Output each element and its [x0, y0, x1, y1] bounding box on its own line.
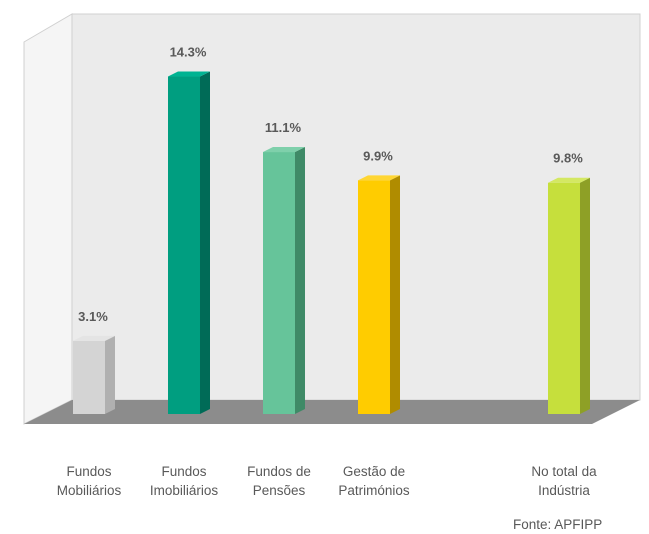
- category-label: No total da Indústria: [509, 462, 619, 500]
- data-label: 9.8%: [553, 151, 583, 166]
- bar-top: [168, 71, 210, 77]
- data-label: 14.3%: [170, 45, 207, 60]
- bar-top: [263, 147, 305, 153]
- bar-side: [580, 177, 590, 414]
- category-label: Fundos de Pensões: [224, 462, 334, 500]
- bar-side: [295, 147, 305, 415]
- source-note: Fonte: APFIPP: [513, 517, 603, 532]
- bar-front: [73, 340, 105, 414]
- category-label: Fundos Imobiliários: [129, 462, 239, 500]
- bar-top: [73, 335, 115, 341]
- bar-side: [105, 335, 115, 414]
- category-label-line: Gestão de: [342, 464, 406, 479]
- category-label-line: Pensões: [252, 483, 306, 498]
- bar-front: [263, 152, 295, 415]
- bar-side: [200, 71, 210, 415]
- category-label-line: Imobiliários: [149, 483, 219, 498]
- chart-side-wall: [23, 13, 73, 425]
- bar-top: [358, 175, 400, 181]
- bar-front: [358, 180, 390, 414]
- data-label: 9.9%: [363, 148, 393, 163]
- data-label: 3.1%: [78, 309, 108, 324]
- data-label: 11.1%: [265, 120, 302, 135]
- bar-top: [548, 177, 590, 183]
- category-label-line: Patrimónios: [338, 483, 410, 498]
- category-label: Fundos Mobiliários: [34, 462, 144, 500]
- category-label-line: Mobiliários: [56, 483, 122, 498]
- category-label-line: Fundos: [161, 464, 207, 479]
- category-label-line: No total da: [531, 464, 597, 479]
- category-label-line: Fundos de: [247, 464, 311, 479]
- chart-floor: [24, 400, 640, 424]
- bars-group: 3.1% 14.3% 11.1% 9.9% 9.8%: [73, 45, 590, 415]
- bar-front: [548, 182, 580, 414]
- bar-side: [390, 175, 400, 414]
- bar-front: [168, 76, 200, 415]
- category-label: Gestão de Patrimónios: [319, 462, 429, 500]
- category-label-line: Fundos: [66, 464, 112, 479]
- category-label-line: Indústria: [538, 483, 590, 498]
